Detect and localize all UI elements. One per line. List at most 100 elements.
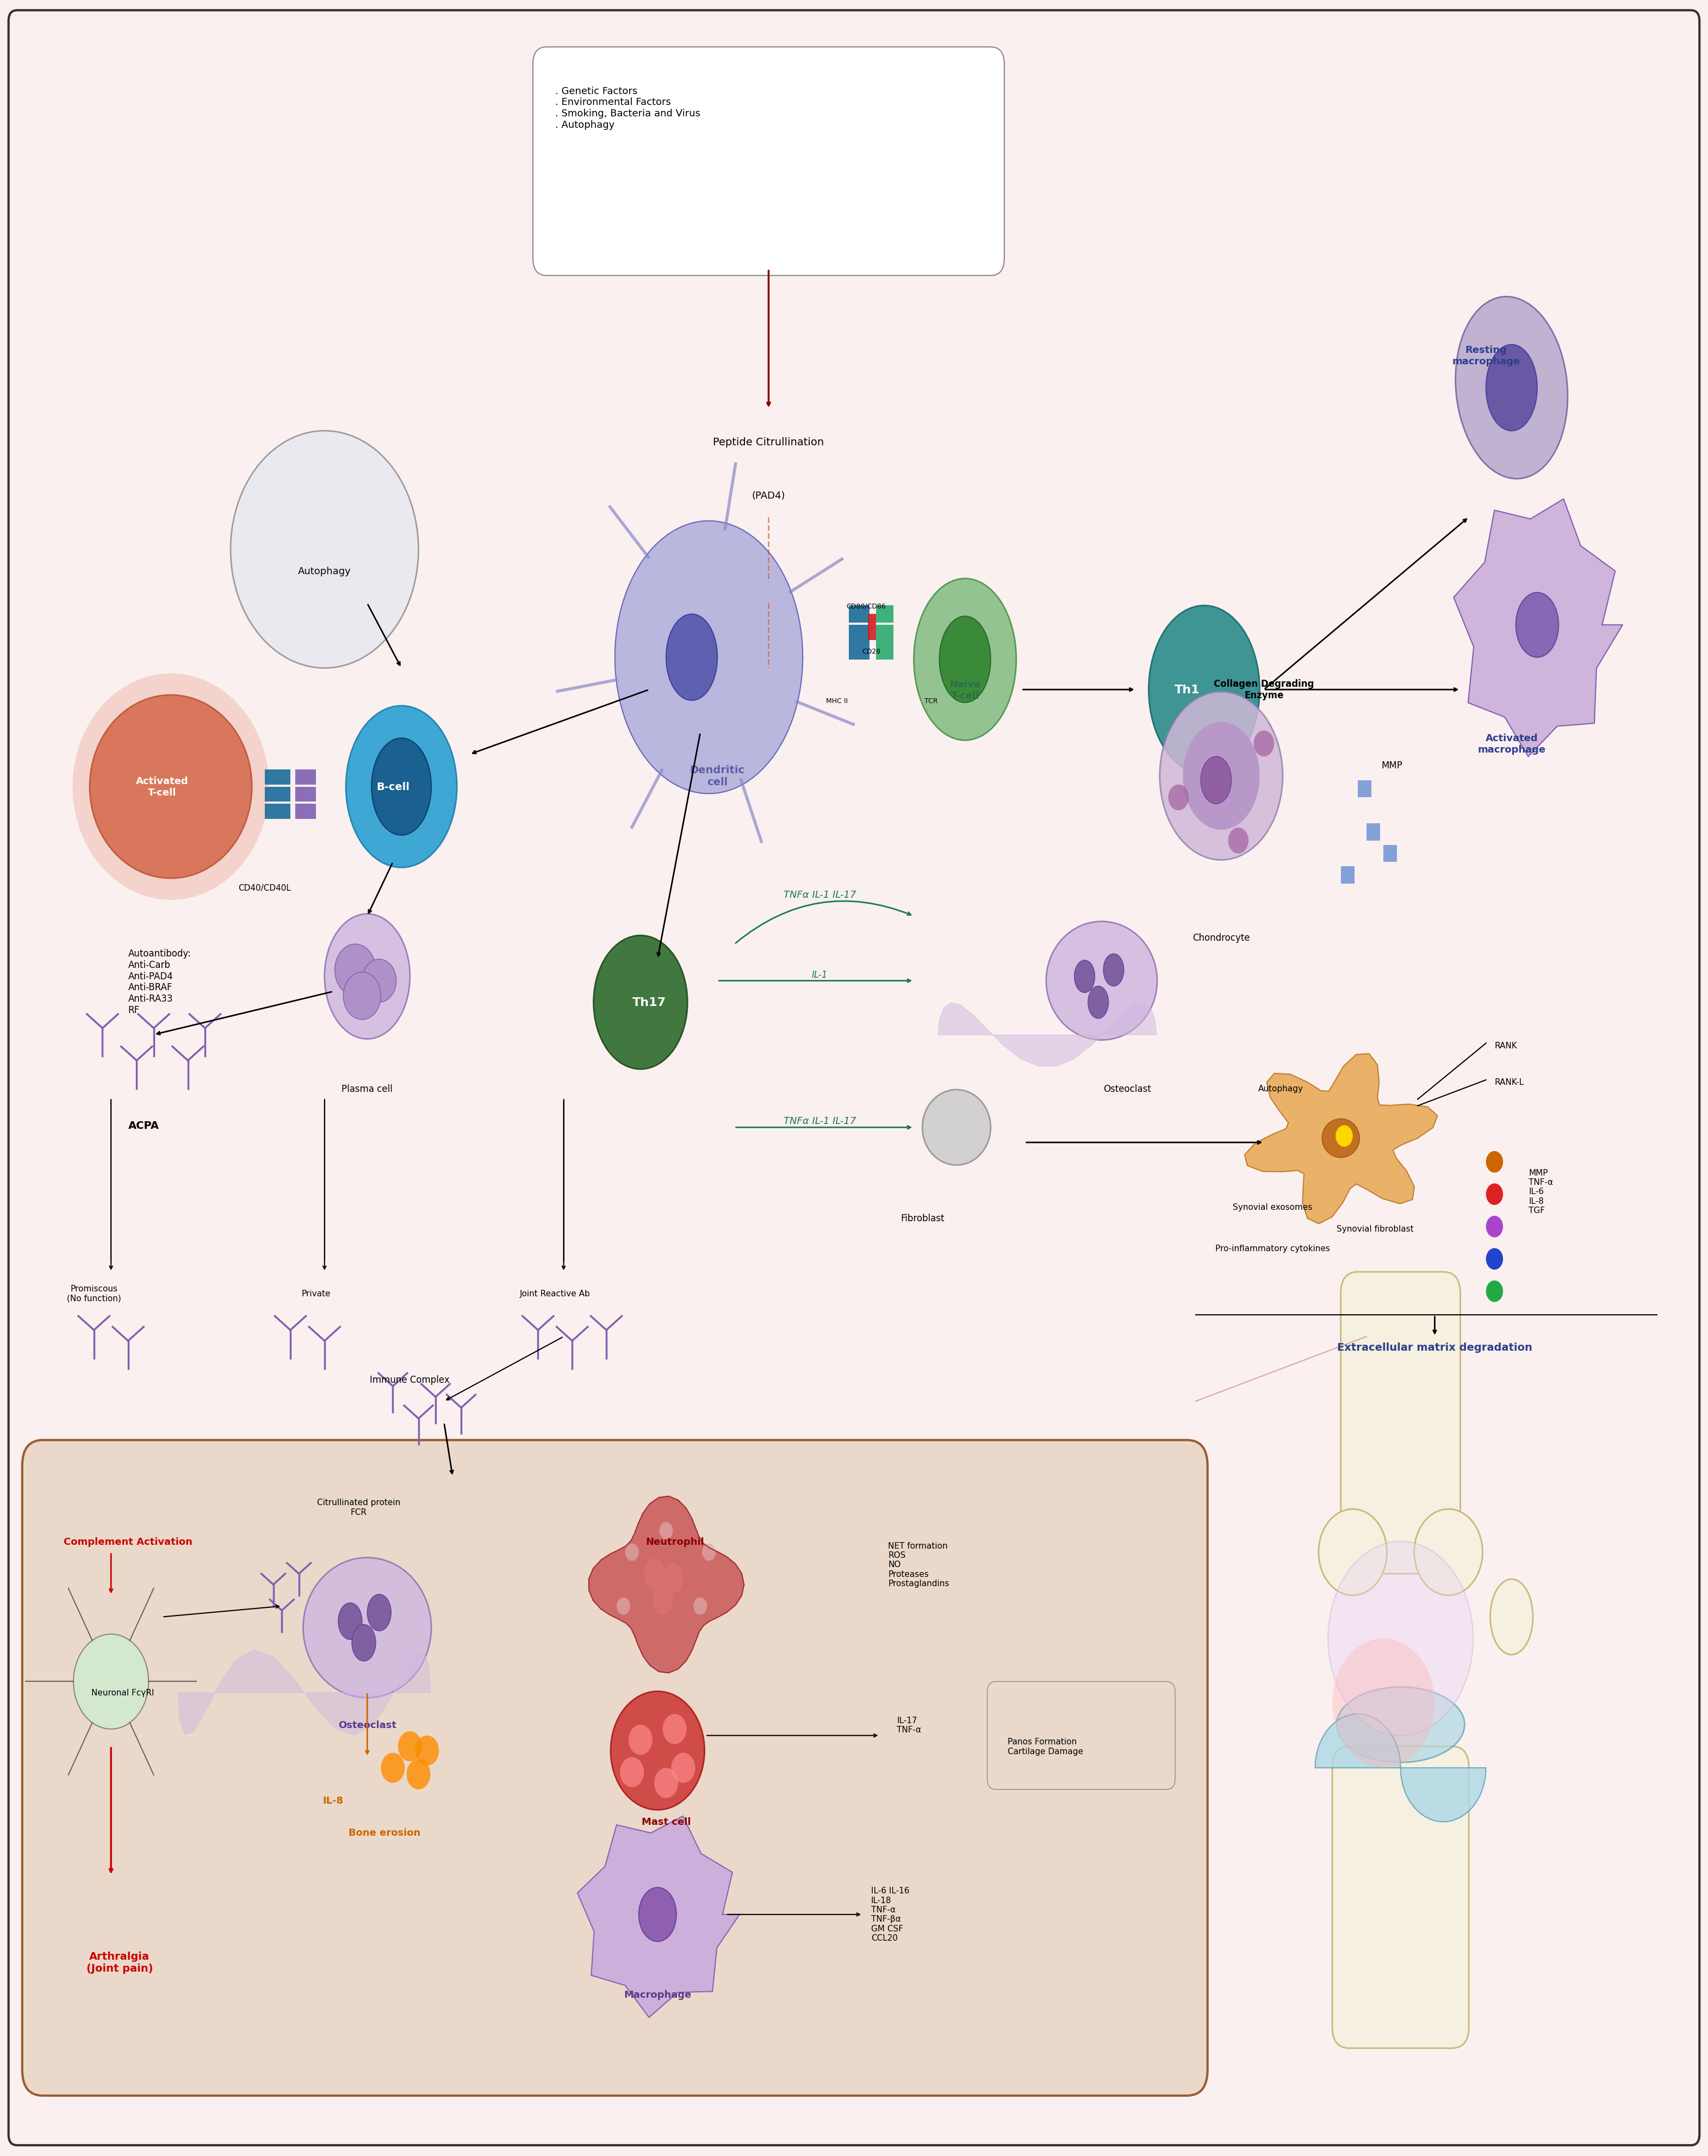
Bar xyxy=(876,625,893,642)
Ellipse shape xyxy=(72,673,270,901)
Ellipse shape xyxy=(1201,757,1231,804)
Text: CD28: CD28 xyxy=(863,647,880,655)
Circle shape xyxy=(1336,1125,1353,1147)
Ellipse shape xyxy=(1148,606,1259,774)
Text: IL-6 IL-16
IL-18
TNF-α
TNF-βα
GM CSF
CCL20: IL-6 IL-16 IL-18 TNF-α TNF-βα GM CSF CCL… xyxy=(871,1886,909,1943)
Ellipse shape xyxy=(1088,987,1108,1018)
Circle shape xyxy=(1486,1281,1503,1302)
Text: Fibroblast: Fibroblast xyxy=(900,1214,945,1222)
Circle shape xyxy=(1168,785,1189,811)
Text: Synovial exosomes: Synovial exosomes xyxy=(1233,1203,1312,1212)
Ellipse shape xyxy=(1103,953,1124,987)
Text: B-cell: B-cell xyxy=(376,783,410,791)
Ellipse shape xyxy=(325,914,410,1039)
Ellipse shape xyxy=(611,1690,705,1811)
Text: Neutrophil: Neutrophil xyxy=(646,1537,704,1546)
Text: (PAD4): (PAD4) xyxy=(752,492,786,500)
FancyBboxPatch shape xyxy=(9,11,1699,2145)
Circle shape xyxy=(231,431,418,668)
Circle shape xyxy=(625,1544,639,1561)
Text: MMP
TNF-α
IL-6
IL-8
TGF: MMP TNF-α IL-6 IL-8 TGF xyxy=(1529,1169,1553,1214)
Text: Chondrocyte: Chondrocyte xyxy=(1192,934,1250,942)
Text: Neuronal FcγRI: Neuronal FcγRI xyxy=(92,1688,154,1697)
Ellipse shape xyxy=(1322,1119,1360,1158)
Text: TNFα IL-1 IL-17: TNFα IL-1 IL-17 xyxy=(784,890,856,899)
Circle shape xyxy=(629,1725,652,1755)
Ellipse shape xyxy=(1517,593,1558,658)
Polygon shape xyxy=(1245,1054,1438,1225)
Ellipse shape xyxy=(666,614,717,701)
Circle shape xyxy=(654,1768,678,1798)
Ellipse shape xyxy=(338,1604,362,1639)
Circle shape xyxy=(343,972,381,1020)
Ellipse shape xyxy=(914,580,1016,742)
Text: Joint Reactive Ab: Joint Reactive Ab xyxy=(519,1289,591,1298)
Text: Synovial fibroblast: Synovial fibroblast xyxy=(1336,1225,1414,1233)
Bar xyxy=(1341,867,1354,884)
Text: TCR: TCR xyxy=(924,696,938,705)
Text: MMP: MMP xyxy=(1382,761,1402,770)
Text: Immune Complex: Immune Complex xyxy=(371,1376,449,1384)
Text: Autophagy: Autophagy xyxy=(1259,1084,1303,1093)
Text: RANK-L: RANK-L xyxy=(1494,1078,1524,1087)
FancyBboxPatch shape xyxy=(1332,1746,1469,2048)
Bar xyxy=(849,625,869,642)
Wedge shape xyxy=(1401,1768,1486,1822)
Bar xyxy=(849,606,869,623)
Circle shape xyxy=(1254,731,1274,757)
Text: Panos Formation
Cartilage Damage: Panos Formation Cartilage Damage xyxy=(1008,1738,1083,1755)
Text: Extracellular matrix degradation: Extracellular matrix degradation xyxy=(1337,1343,1532,1352)
Text: CD80/CD86: CD80/CD86 xyxy=(845,602,886,610)
Ellipse shape xyxy=(1160,692,1283,860)
Ellipse shape xyxy=(367,1595,391,1630)
Circle shape xyxy=(1228,828,1249,854)
Text: Mast cell: Mast cell xyxy=(642,1818,690,1826)
Text: Citrullinated protein
FCR: Citrullinated protein FCR xyxy=(318,1498,400,1516)
Ellipse shape xyxy=(1045,923,1158,1041)
Text: Osteoclast: Osteoclast xyxy=(1103,1084,1151,1093)
Bar xyxy=(1358,780,1372,798)
Polygon shape xyxy=(577,1815,740,2018)
Ellipse shape xyxy=(304,1557,430,1699)
Ellipse shape xyxy=(1329,1542,1472,1736)
Circle shape xyxy=(702,1544,716,1561)
Circle shape xyxy=(415,1736,439,1766)
Text: Pro-inflammatory cytokines: Pro-inflammatory cytokines xyxy=(1214,1244,1331,1253)
Bar xyxy=(265,804,290,819)
Circle shape xyxy=(620,1757,644,1787)
Circle shape xyxy=(398,1731,422,1761)
Text: Resting
macrophage: Resting macrophage xyxy=(1452,345,1520,367)
Ellipse shape xyxy=(922,1091,991,1164)
Ellipse shape xyxy=(345,707,458,867)
Bar xyxy=(1366,824,1380,841)
Circle shape xyxy=(617,1598,630,1615)
Ellipse shape xyxy=(639,1889,676,1940)
FancyBboxPatch shape xyxy=(22,1440,1208,2096)
Circle shape xyxy=(1486,1248,1503,1270)
Bar xyxy=(876,642,893,660)
Text: CD40/CD40L: CD40/CD40L xyxy=(239,884,290,893)
Ellipse shape xyxy=(1486,345,1537,431)
Text: . Genetic Factors
. Environmental Factors
. Smoking, Bacteria and Virus
. Autoph: . Genetic Factors . Environmental Factor… xyxy=(555,86,700,129)
Ellipse shape xyxy=(1182,722,1261,830)
FancyBboxPatch shape xyxy=(533,47,1004,276)
Circle shape xyxy=(1486,1151,1503,1173)
Text: Collagen Degrading
Enzyme: Collagen Degrading Enzyme xyxy=(1214,679,1313,701)
Text: IL-8: IL-8 xyxy=(323,1796,343,1805)
Bar xyxy=(868,614,876,640)
Text: TNFα IL-1 IL-17: TNFα IL-1 IL-17 xyxy=(784,1117,856,1125)
Circle shape xyxy=(407,1759,430,1789)
Ellipse shape xyxy=(1455,298,1568,479)
Text: Activated
macrophage: Activated macrophage xyxy=(1477,733,1546,755)
Ellipse shape xyxy=(1319,1509,1387,1595)
Text: Arthralgia
(Joint pain): Arthralgia (Joint pain) xyxy=(85,1951,154,1973)
Ellipse shape xyxy=(652,1585,673,1615)
Text: IL-17
TNF-α: IL-17 TNF-α xyxy=(897,1716,921,1733)
Circle shape xyxy=(362,959,396,1003)
Circle shape xyxy=(335,944,376,996)
Text: Plasma cell: Plasma cell xyxy=(342,1084,393,1093)
Text: Promiscous
(No function): Promiscous (No function) xyxy=(67,1285,121,1302)
Text: Complement Activation: Complement Activation xyxy=(63,1537,193,1546)
Bar xyxy=(1383,845,1397,862)
Ellipse shape xyxy=(939,617,991,703)
